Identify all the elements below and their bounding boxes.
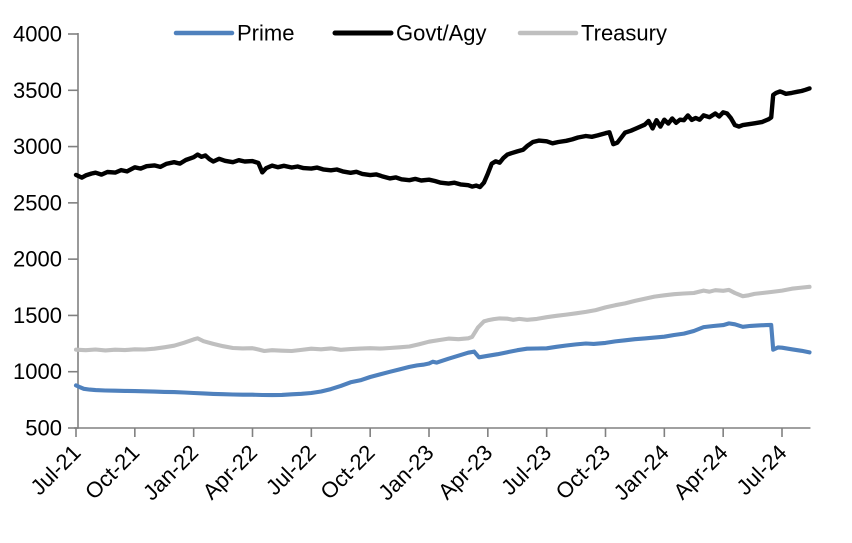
- legend-label: Govt/Agy: [396, 21, 486, 46]
- x-tick-label: Oct-21: [80, 440, 144, 504]
- x-tick-label: Jul-21: [25, 440, 85, 500]
- legend-item-govt-agy: Govt/Agy: [332, 21, 486, 46]
- y-tick-label: 2000: [13, 247, 62, 272]
- x-tick-label: Jan-24: [609, 440, 674, 505]
- series-line-govt-agy: [73, 86, 812, 190]
- x-tick-label: Oct-22: [315, 440, 379, 504]
- axes: [74, 33, 811, 429]
- y-tick-label: 4000: [13, 22, 62, 47]
- x-tick-label: Apr-22: [198, 440, 262, 504]
- x-tick-label: Apr-23: [433, 440, 497, 504]
- x-tick-label: Jul-22: [261, 440, 321, 500]
- y-tick-label: 2500: [13, 190, 62, 215]
- y-tick-label: 1000: [13, 359, 62, 384]
- x-tick-label: Jan-23: [373, 440, 438, 505]
- y-tick-label: 3500: [13, 78, 62, 103]
- legend-label: Prime: [237, 21, 294, 46]
- y-tick-label: 1500: [13, 303, 62, 328]
- x-tick-label: Oct-23: [551, 440, 615, 504]
- y-tick-label: 3000: [13, 134, 62, 159]
- y-axis-ticks: 4000 3500 3000 2500 2000 1500 1000 500: [13, 22, 78, 441]
- x-axis-ticks: Jul-21Oct-21Jan-22Apr-22Jul-22Oct-22Jan-…: [25, 428, 792, 505]
- legend-item-treasury: Treasury: [517, 21, 667, 46]
- legend-item-prime: Prime: [173, 21, 294, 46]
- series-line-prime: [73, 321, 812, 398]
- x-tick-label: Apr-24: [668, 440, 732, 504]
- series-line-treasury: [73, 284, 812, 354]
- legend: Prime Govt/Agy Treasury: [173, 21, 667, 46]
- x-tick-label: Jul-24: [731, 440, 791, 500]
- x-tick-label: Jul-23: [496, 440, 556, 500]
- x-tick-label: Jan-22: [138, 440, 203, 505]
- legend-label: Treasury: [581, 21, 667, 46]
- y-tick-label: 500: [25, 416, 62, 441]
